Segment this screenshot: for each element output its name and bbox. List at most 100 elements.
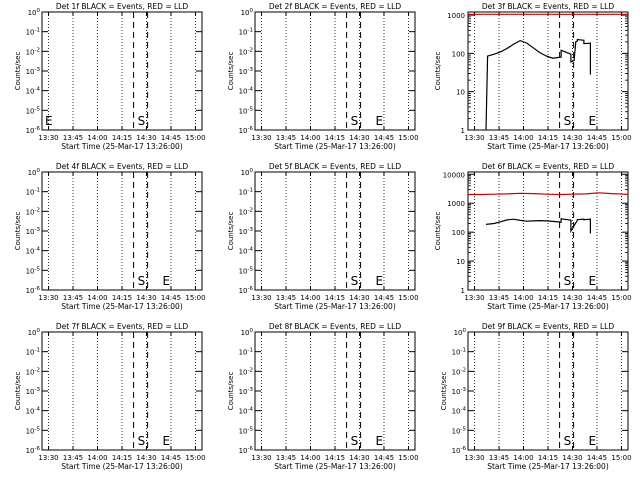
x-tick-label: 14:30 [349, 454, 369, 462]
marker-label-s: S [351, 434, 359, 448]
y-tick-label: 10-1 [26, 188, 40, 197]
y-axis-label: Counts/sec [434, 52, 442, 91]
marker-label-s: S [138, 274, 146, 288]
marker-label-s: S [138, 114, 146, 128]
y-tick-label: 100 [28, 168, 41, 177]
y-tick-label: 100 [452, 229, 465, 237]
x-tick-label: 13:45 [276, 294, 296, 302]
plot-frame [467, 171, 629, 291]
y-tick-label: 10-1 [239, 188, 253, 197]
x-tick-label: 14:15 [112, 294, 132, 302]
panel-det-5: Det 5f BLACK = Events, RED = LLD 13:30 13:… [227, 162, 419, 311]
x-tick-label: 14:15 [538, 294, 558, 302]
y-tick-label: 10-3 [239, 67, 254, 76]
y-tick-label: 100 [452, 50, 465, 58]
x-tick-label: 14:30 [136, 454, 156, 462]
panel-det-1: Det 1f BLACK = Events, RED = LLD 13:30 13:… [14, 2, 206, 151]
x-tick-label: 14:15 [112, 134, 132, 142]
x-tick-label: 14:00 [300, 454, 320, 462]
y-axis-label: Counts/sec [14, 52, 22, 91]
y-tick-label: 10-1 [239, 348, 253, 357]
x-tick-label: 13:45 [63, 454, 83, 462]
y-axis-label: Counts/sec [227, 372, 235, 411]
lld-series-line [468, 192, 629, 196]
x-tick-label: 13:30 [251, 294, 271, 302]
y-tick-label: 10-5 [26, 426, 41, 435]
y-tick-label: 10-2 [26, 207, 40, 216]
plot-frame [254, 171, 416, 291]
x-tick-label: 15:00 [185, 134, 205, 142]
x-tick-label: 14:45 [587, 454, 607, 462]
y-tick-label: 100 [454, 328, 467, 337]
x-tick-label: 15:00 [611, 454, 631, 462]
x-tick-label: 14:00 [300, 134, 320, 142]
y-tick-label: 10000 [443, 171, 465, 179]
y-tick-label: 10-4 [26, 247, 41, 256]
x-tick-label: 15:00 [398, 294, 418, 302]
marker-label-s: S [351, 274, 359, 288]
y-tick-label: 10-2 [239, 47, 253, 56]
y-tick-label: 10-2 [26, 367, 40, 376]
y-tick-label: 10-4 [239, 407, 254, 416]
y-tick-label: 10-5 [26, 106, 41, 115]
x-tick-label: 14:30 [349, 294, 369, 302]
y-tick-label: 10-2 [452, 367, 466, 376]
x-tick-label: 14:00 [513, 134, 533, 142]
x-tick-label: 14:30 [349, 134, 369, 142]
y-tick-label: 10-5 [452, 426, 467, 435]
plot-frame [254, 11, 416, 131]
x-axis-label: Start Time (25-Mar-17 13:26:00) [61, 142, 183, 151]
y-axis-label: Counts/sec [14, 212, 22, 251]
x-tick-label: 13:30 [464, 294, 484, 302]
y-tick-label: 10-3 [26, 67, 41, 76]
marker-label-e: E [163, 434, 171, 448]
y-tick-label: 10-3 [26, 387, 41, 396]
panel-title: Det 9f BLACK = Events, RED = LLD [482, 322, 615, 331]
x-tick-label: 13:30 [38, 134, 58, 142]
marker-label-e: E [163, 274, 171, 288]
panel-det-8: Det 8f BLACK = Events, RED = LLD 13:30 13:… [227, 322, 419, 471]
y-tick-label: 10-5 [239, 266, 254, 275]
y-tick-label: 10-4 [26, 87, 41, 96]
panel-title: Det 5f BLACK = Events, RED = LLD [269, 162, 402, 171]
panel-det-7: Det 7f BLACK = Events, RED = LLD 13:30 13:… [14, 322, 206, 471]
x-axis-label: Start Time (25-Mar-17 13:26:00) [274, 302, 396, 311]
marker-label-s: S [564, 114, 572, 128]
x-tick-label: 15:00 [398, 454, 418, 462]
x-tick-label: 14:00 [87, 294, 107, 302]
y-tick-label: 1 [461, 287, 465, 295]
marker-label-e: E [589, 114, 597, 128]
x-axis-label: Start Time (25-Mar-17 13:26:00) [274, 462, 396, 471]
y-tick-label: 1000 [447, 12, 465, 20]
x-tick-label: 14:45 [161, 134, 181, 142]
y-axis-label: Counts/sec [434, 212, 442, 251]
y-tick-label: 100 [28, 328, 41, 337]
y-tick-label: 10-2 [26, 47, 40, 56]
y-tick-label: 10-6 [239, 126, 254, 135]
x-tick-label: 14:30 [562, 294, 582, 302]
marker-label-e: E [45, 114, 53, 128]
marker-label-e: E [376, 274, 384, 288]
x-tick-label: 14:15 [538, 454, 558, 462]
marker-label-s: S [564, 274, 572, 288]
x-axis-label: Start Time (25-Mar-17 13:26:00) [61, 462, 183, 471]
panel-title: Det 1f BLACK = Events, RED = LLD [56, 2, 189, 11]
marker-label-e: E [589, 274, 597, 288]
x-tick-label: 14:45 [161, 454, 181, 462]
x-tick-label: 15:00 [611, 294, 631, 302]
x-tick-label: 14:45 [374, 454, 394, 462]
x-tick-label: 14:00 [513, 454, 533, 462]
y-tick-label: 100 [28, 8, 41, 17]
y-tick-label: 10-2 [239, 207, 253, 216]
x-tick-label: 14:00 [300, 294, 320, 302]
x-axis-label: Start Time (25-Mar-17 13:26:00) [274, 142, 396, 151]
y-axis-label: Counts/sec [227, 52, 235, 91]
x-tick-label: 15:00 [185, 294, 205, 302]
panel-det-6: Det 6f BLACK = Events, RED = LLD 13:30 13:… [434, 162, 632, 311]
events-series-line [485, 38, 592, 131]
marker-label-e: E [589, 434, 597, 448]
y-axis-label: Counts/sec [14, 372, 22, 411]
panel-det-2: Det 2f BLACK = Events, RED = LLD 13:30 13:… [227, 2, 419, 151]
marker-label-s: S [351, 114, 359, 128]
x-tick-label: 14:30 [136, 294, 156, 302]
